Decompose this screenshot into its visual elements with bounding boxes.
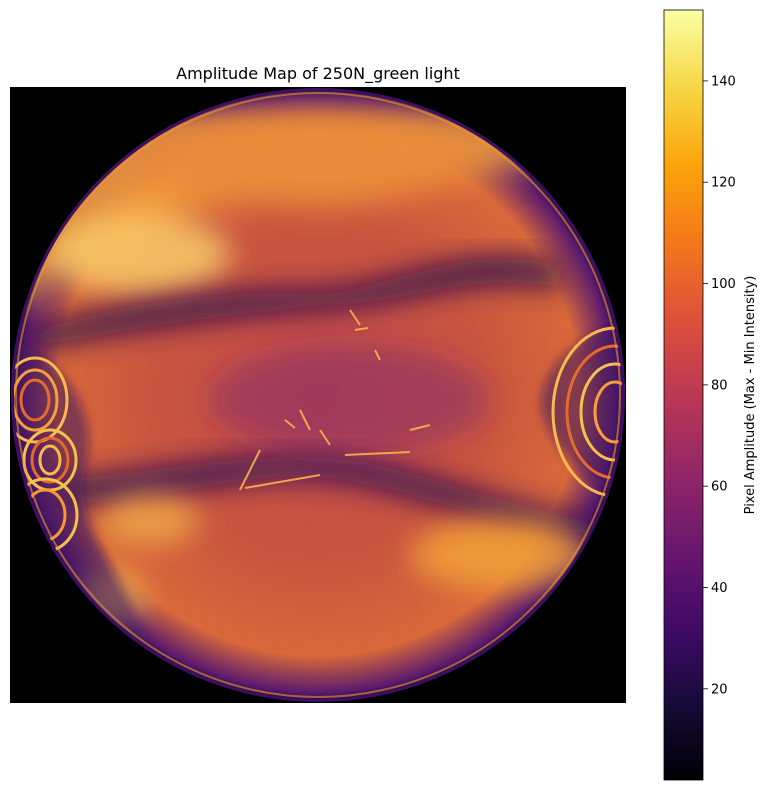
colorbar: 20 40 60 80 100 120 140 Pixel Amplitude (Max -… xyxy=(663,9,758,781)
colorbar-tick-label: 120 xyxy=(711,176,736,191)
colorbar-ticks: 20 40 60 80 100 120 140 xyxy=(703,74,736,697)
colorbar-label: Pixel Amplitude (Max - Min Intensity) xyxy=(743,276,758,515)
center-defects xyxy=(239,309,431,491)
colorbar-tick-label: 60 xyxy=(711,480,728,495)
colorbar-tick-label: 20 xyxy=(711,682,728,697)
colorbar-tick-label: 80 xyxy=(711,378,728,393)
colorbar-tick-label: 140 xyxy=(711,74,736,89)
heatmap-image xyxy=(10,87,626,703)
colorbar-gradient xyxy=(663,9,704,781)
aperture-disk xyxy=(11,88,625,702)
colorbar-tick-label: 100 xyxy=(711,277,736,292)
chart-title: Amplitude Map of 250N_green light xyxy=(176,64,460,84)
colorbar-tick-label: 40 xyxy=(711,581,728,596)
